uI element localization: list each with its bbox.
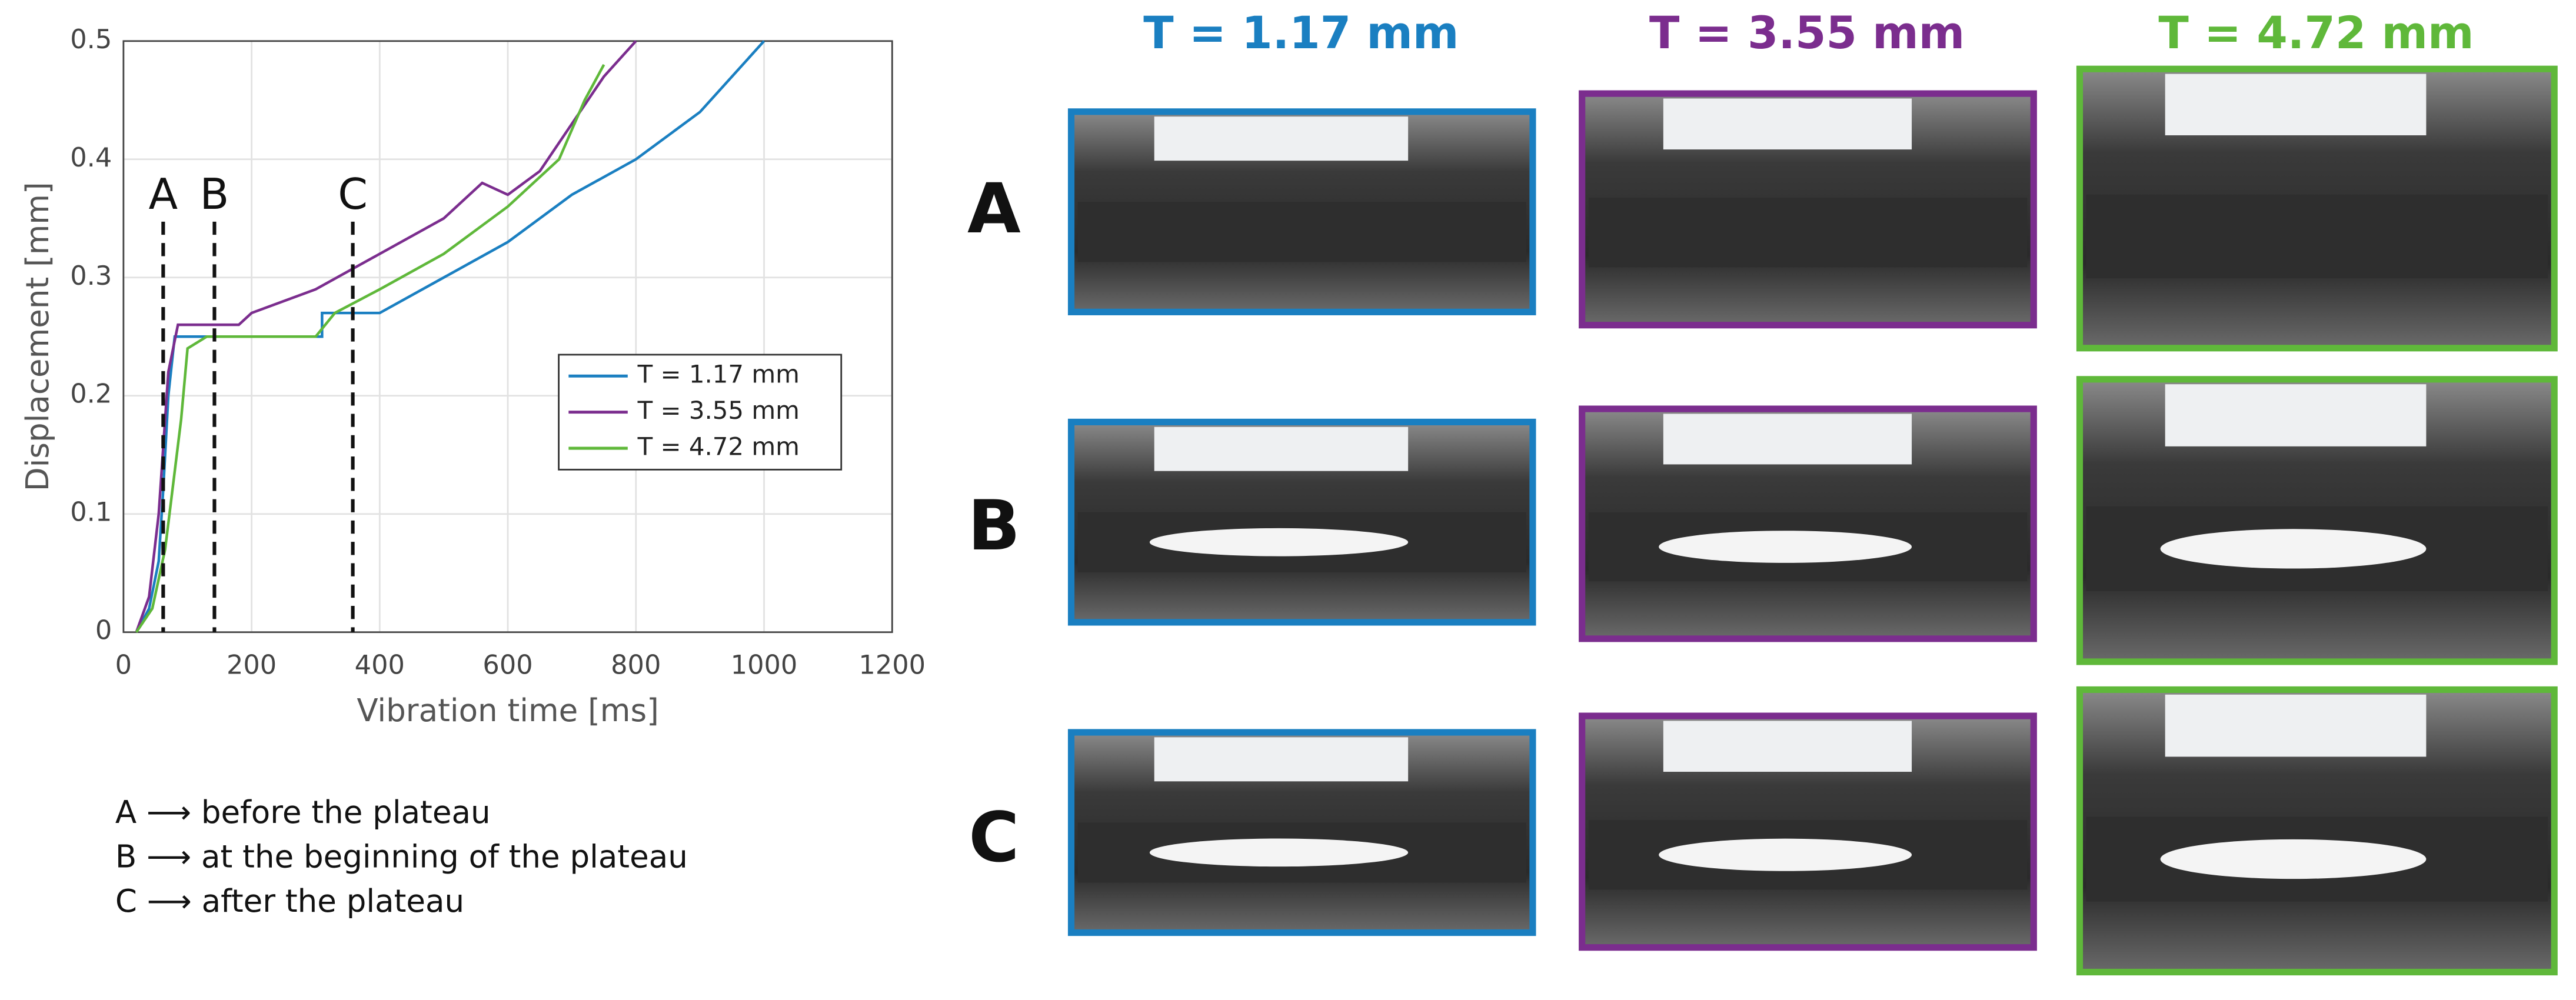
legend-label: T = 1.17 mm: [637, 360, 800, 389]
column-title: T = 1.17 mm: [1143, 7, 1459, 59]
y-tick-label: 0.5: [70, 24, 112, 55]
photo-clamp: [2165, 74, 2427, 136]
photo-clamp: [1663, 98, 1912, 150]
photo: [1067, 729, 1536, 936]
photo-frame: [1067, 418, 1536, 626]
photo-frame: [1579, 405, 2037, 642]
photo: [2076, 686, 2558, 976]
column-title: T = 4.72 mm: [2158, 7, 2474, 59]
photo-frame: [2076, 376, 2558, 665]
photo: [1067, 108, 1536, 315]
row-label: C: [969, 797, 1019, 878]
photo-crack: [1659, 838, 1912, 871]
photo-clamp: [1663, 414, 1912, 465]
photo-clamp: [1663, 721, 1912, 772]
photo-crack: [2160, 529, 2427, 569]
data-line: [135, 64, 605, 633]
note: C ⟶ after the plateau: [115, 883, 464, 919]
photo-clamp: [1154, 737, 1409, 782]
legend: T = 1.17 mm T = 3.55 mm T = 4.72 mm: [558, 354, 843, 471]
marker-label: B: [200, 170, 229, 219]
legend-label: T = 3.55 mm: [637, 396, 800, 425]
photo: [1579, 90, 2037, 329]
photo-frame: [2076, 686, 2558, 976]
x-tick-label: 600: [482, 649, 532, 680]
data-line: [135, 40, 766, 633]
x-tick-label: 400: [355, 649, 405, 680]
y-tick-label: 0.2: [70, 379, 112, 409]
y-axis-label: Displacement [mm]: [19, 182, 56, 491]
photo: [2076, 376, 2558, 665]
photo: [1579, 405, 2037, 642]
x-axis-label: Vibration time [ms]: [357, 692, 658, 729]
y-tick-label: 0.3: [70, 261, 112, 291]
photo-crack: [1659, 531, 1912, 563]
row-label: B: [968, 485, 1020, 566]
photo-clamp: [2165, 384, 2427, 446]
note: A ⟶ before the plateau: [115, 794, 491, 831]
photo-clamp: [2165, 694, 2427, 757]
x-tick-label: 200: [227, 649, 277, 680]
photo: [1067, 418, 1536, 626]
photo-crack: [2160, 839, 2427, 879]
photo-clamp: [1154, 116, 1409, 161]
photo-specimen: [1588, 198, 2028, 268]
photo-crack: [1149, 838, 1409, 867]
y-tick-label: 0.4: [70, 142, 112, 173]
note: B ⟶ at the beginning of the plateau: [115, 839, 688, 875]
marker-label: C: [338, 170, 368, 219]
photo: [2076, 65, 2558, 352]
legend-label: T = 4.72 mm: [637, 432, 800, 461]
photo-frame: [2076, 65, 2558, 352]
photo-specimen: [1077, 202, 1526, 262]
photo-crack: [1149, 528, 1409, 556]
x-tick-label: 800: [611, 649, 661, 680]
photo-frame: [1579, 712, 2037, 951]
y-tick-label: 0: [95, 615, 112, 646]
photo-specimen: [2086, 194, 2548, 279]
marker-label: A: [149, 170, 178, 219]
x-tick-label: 1000: [731, 649, 798, 680]
y-tick-label: 0.1: [70, 497, 112, 528]
x-tick-label: 1200: [858, 649, 926, 680]
plot-frame: [122, 40, 893, 634]
row-label: A: [967, 168, 1021, 249]
photo-frame: [1579, 90, 2037, 329]
photo-clamp: [1154, 426, 1409, 471]
column-title: T = 3.55 mm: [1649, 7, 1965, 59]
x-tick-label: 0: [115, 649, 132, 680]
photo-frame: [1067, 729, 1536, 936]
photo-frame: [1067, 108, 1536, 315]
photo: [1579, 712, 2037, 951]
